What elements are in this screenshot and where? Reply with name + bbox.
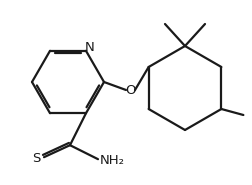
Text: N: N [85, 41, 95, 54]
Text: O: O [125, 83, 135, 97]
Text: S: S [32, 152, 40, 165]
Text: NH₂: NH₂ [100, 154, 124, 167]
